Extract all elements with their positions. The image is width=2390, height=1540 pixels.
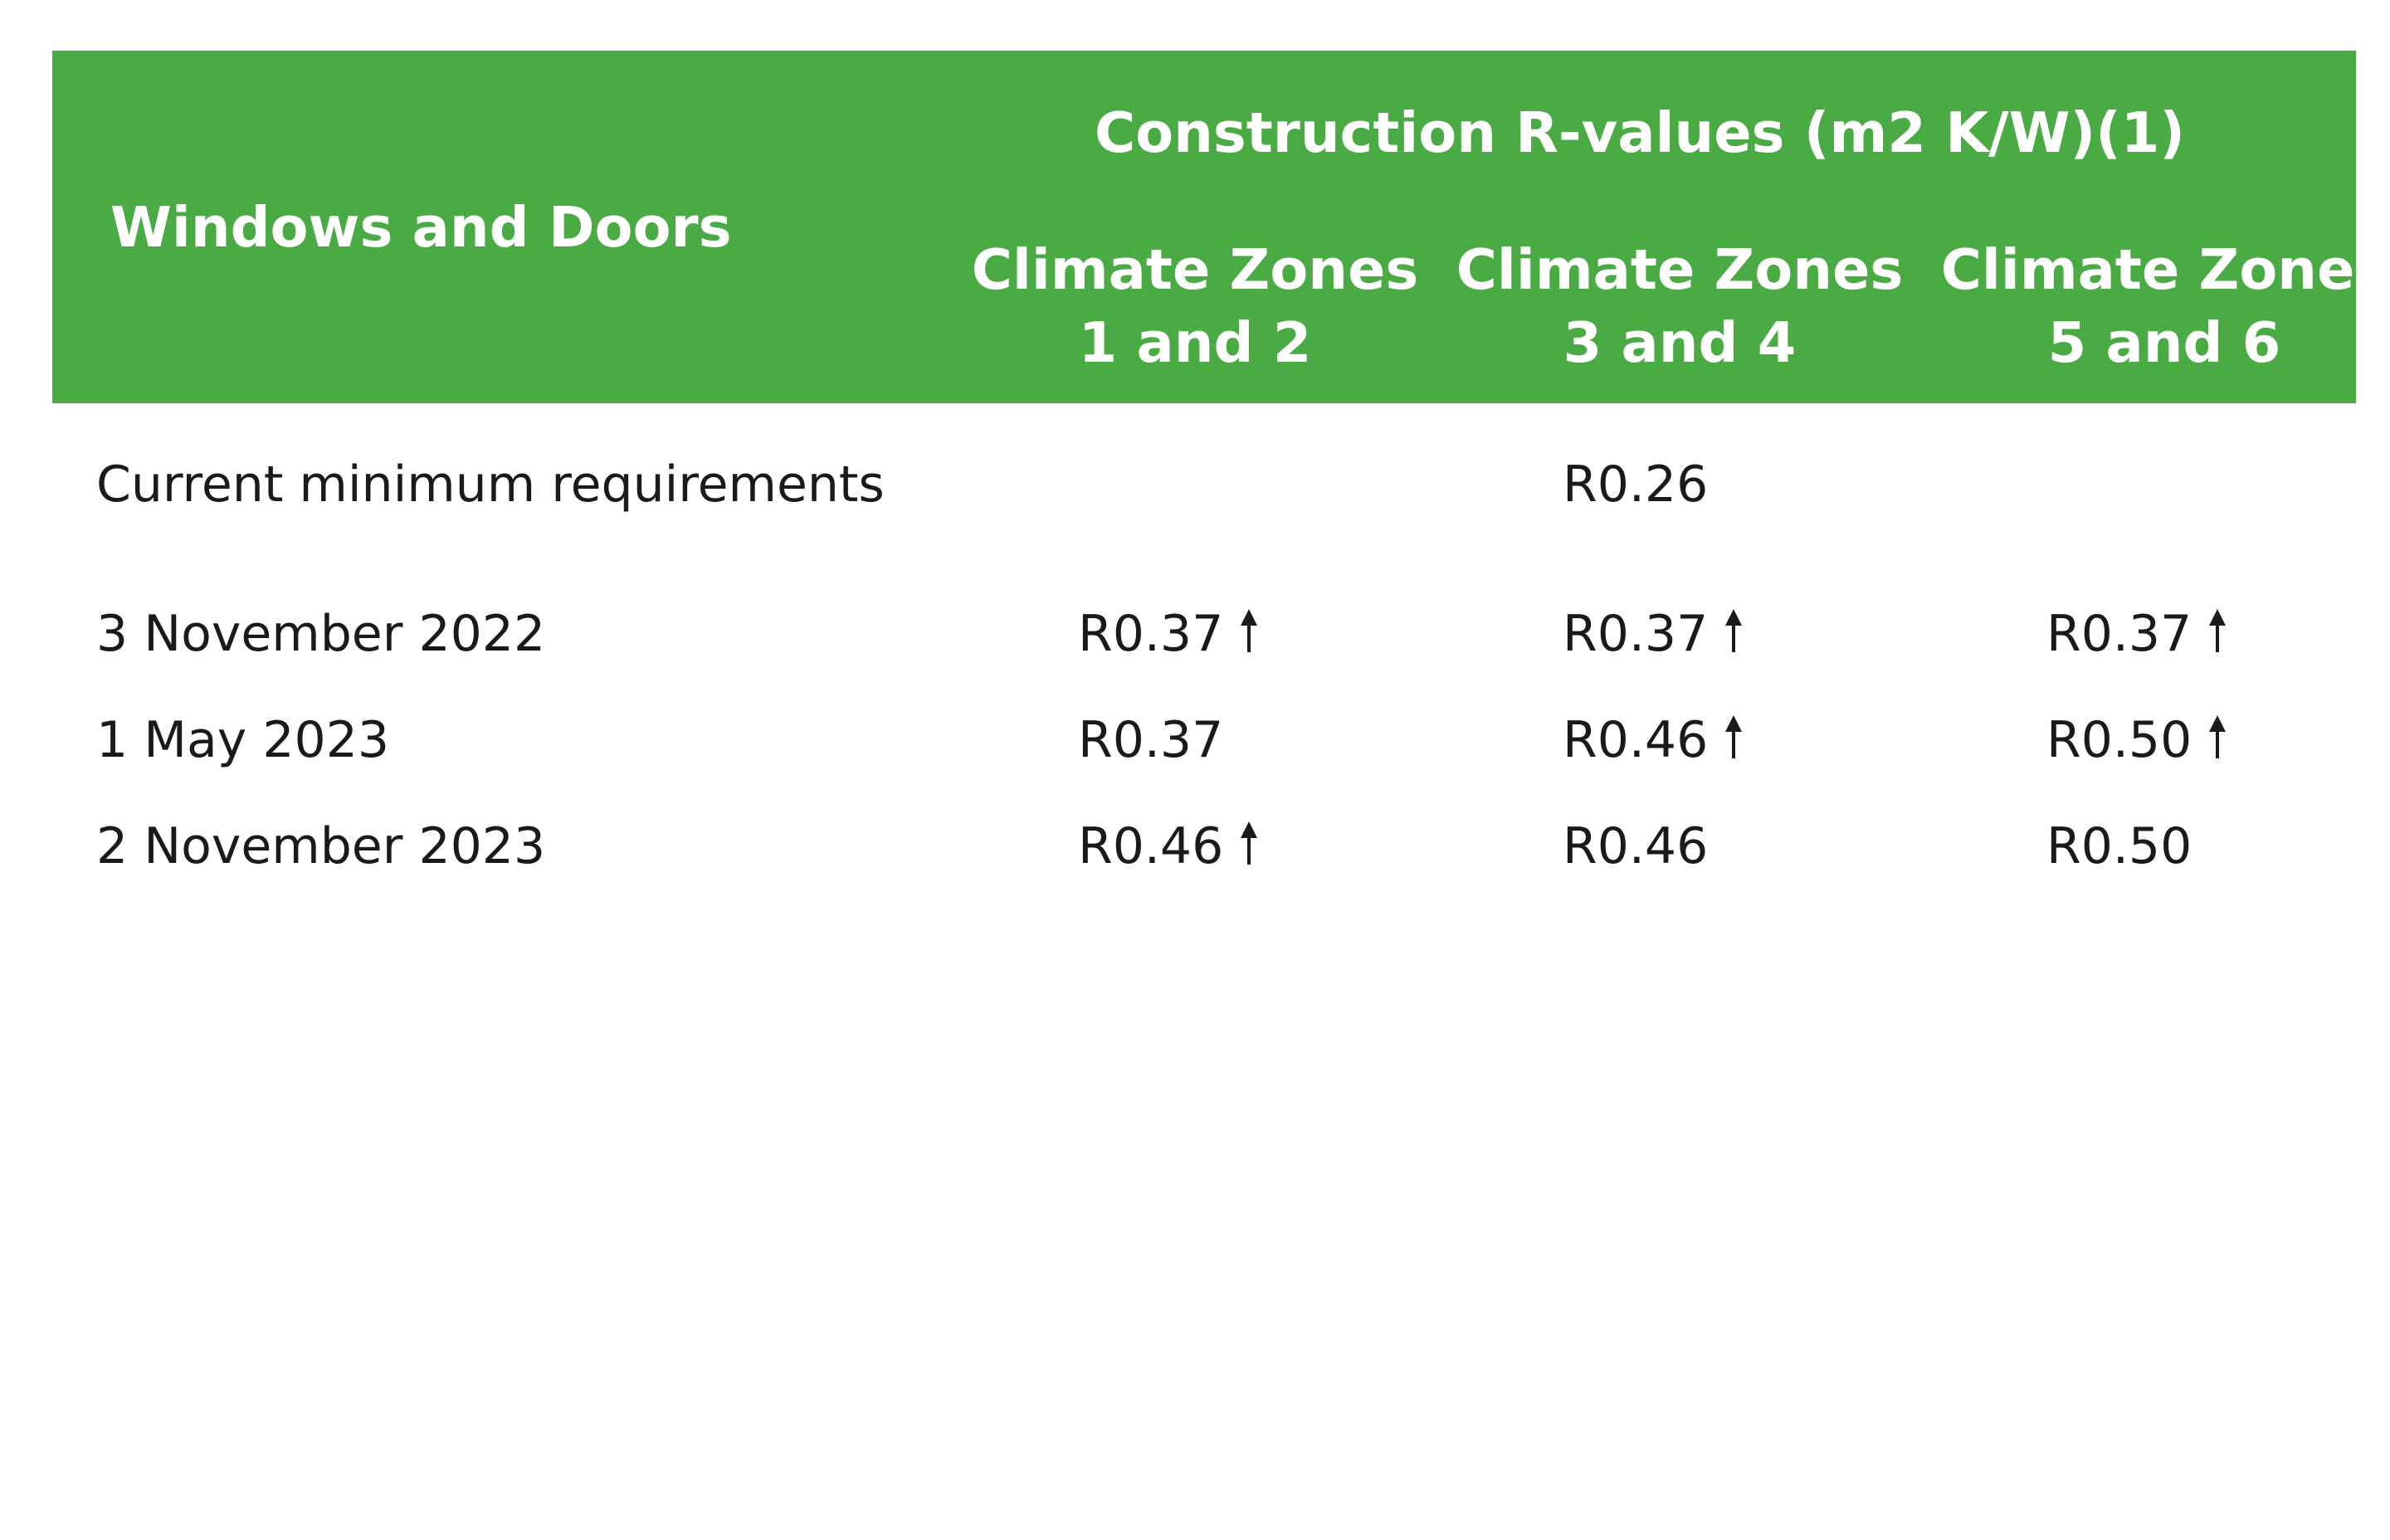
- cell-value: R0.37: [1078, 605, 1224, 663]
- row-label: Current minimum requirements: [96, 456, 885, 514]
- arrow-up-icon: [1240, 821, 1258, 865]
- arrow-up-icon: [2208, 609, 2227, 652]
- table-body: Current minimum requirements R0.26 3 Nov…: [52, 403, 2356, 984]
- row-label: 1 May 2023: [96, 711, 390, 769]
- spanning-cell-value: R0.26: [1563, 456, 1709, 514]
- column-header-line: Climate Zones: [1940, 237, 2388, 302]
- cell-value: R0.46: [1563, 711, 1709, 769]
- arrow-up-icon: [1724, 609, 1743, 652]
- row-label: 3 November 2022: [96, 605, 546, 663]
- column-header-zones-5-6: Climate Zones 5 and 6: [1932, 233, 2390, 379]
- row-header-windows-doors: Windows and Doors: [110, 194, 732, 260]
- cell-value: R0.37: [1078, 711, 1224, 769]
- cell-value: R0.37: [2046, 605, 2192, 663]
- table-cell: R0.46: [1563, 805, 1708, 888]
- table-cell: R0.46: [1078, 805, 1258, 888]
- cell-value: R0.50: [2046, 711, 2192, 769]
- column-header-zones-3-4: Climate Zones 3 and 4: [1447, 233, 1912, 379]
- r-values-table: Windows and Doors Construction R-values …: [52, 51, 2388, 984]
- table-header: Windows and Doors Construction R-values …: [52, 51, 2388, 403]
- cell-value: R0.46: [1563, 817, 1709, 875]
- table-row-current: Current minimum requirements R0.26: [52, 443, 2356, 526]
- table-row: 3 November 2022 R0.37 R0.37 R0.37: [52, 592, 2356, 675]
- cell-value: R0.46: [1078, 817, 1224, 875]
- table-row: 2 November 2023 R0.46 R0.46 R0.50: [52, 805, 2356, 888]
- table-cell: R0.37: [2046, 592, 2227, 675]
- column-header-line: 3 and 4: [1563, 310, 1797, 375]
- arrow-up-icon: [2208, 715, 2227, 758]
- arrow-up-icon: [1240, 609, 1258, 652]
- table-row: 1 May 2023 R0.37 R0.46 R0.50: [52, 699, 2356, 782]
- cell-value: R0.37: [1563, 605, 1709, 663]
- column-header-zones-1-2: Climate Zones 1 and 2: [963, 233, 1427, 379]
- arrow-up-icon: [1724, 715, 1743, 758]
- group-header-r-values: Construction R-values (m2 K/W)(1): [1094, 100, 2186, 165]
- table-cell: R0.50: [2046, 805, 2192, 888]
- table-cell: R0.37: [1563, 592, 1743, 675]
- column-header-line: 5 and 6: [2047, 310, 2281, 375]
- row-label: 2 November 2023: [96, 817, 546, 875]
- table-cell: R0.50: [2046, 699, 2227, 782]
- column-header-line: Climate Zones: [971, 237, 1419, 302]
- table-cell: R0.46: [1563, 699, 1743, 782]
- table-cell: R0.37: [1078, 592, 1258, 675]
- cell-value: R0.50: [2046, 817, 2192, 875]
- column-header-line: Climate Zones: [1456, 237, 1904, 302]
- table-cell: R0.37: [1078, 699, 1223, 782]
- column-header-line: 1 and 2: [1078, 310, 1312, 375]
